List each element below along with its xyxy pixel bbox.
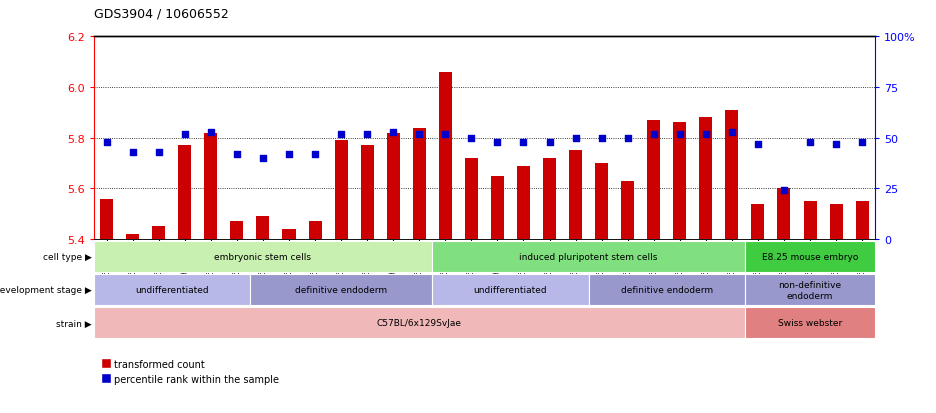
Bar xyxy=(153,227,166,240)
Bar xyxy=(465,159,478,240)
Text: definitive endoderm: definitive endoderm xyxy=(295,286,388,294)
Bar xyxy=(439,73,452,240)
Bar xyxy=(250,275,432,306)
Bar xyxy=(256,217,270,240)
Point xyxy=(386,129,401,135)
Point xyxy=(125,149,140,156)
Point xyxy=(568,135,583,142)
Bar xyxy=(432,275,589,306)
Text: cell type ▶: cell type ▶ xyxy=(43,253,92,261)
Bar xyxy=(413,128,426,240)
Text: embryonic stem cells: embryonic stem cells xyxy=(214,253,312,261)
Bar xyxy=(490,176,504,240)
Bar xyxy=(856,202,869,240)
Point xyxy=(802,139,817,146)
Bar xyxy=(283,230,296,240)
Text: definitive endoderm: definitive endoderm xyxy=(621,286,713,294)
Bar xyxy=(589,275,745,306)
Bar xyxy=(360,146,373,240)
Bar xyxy=(94,242,432,273)
Bar xyxy=(543,159,556,240)
Bar xyxy=(309,222,322,240)
Point xyxy=(359,131,374,138)
Bar xyxy=(673,123,686,240)
Bar xyxy=(595,164,608,240)
Point xyxy=(698,131,713,138)
Point xyxy=(490,139,505,146)
Bar xyxy=(432,242,745,273)
Bar xyxy=(745,275,875,306)
Bar xyxy=(725,111,739,240)
Text: non-definitive
endoderm: non-definitive endoderm xyxy=(779,280,841,300)
Bar xyxy=(699,118,712,240)
Point xyxy=(412,131,427,138)
Text: Swiss webster: Swiss webster xyxy=(778,319,842,328)
Bar xyxy=(387,133,400,240)
Bar xyxy=(803,202,816,240)
Bar xyxy=(204,133,217,240)
Text: E8.25 mouse embryo: E8.25 mouse embryo xyxy=(762,253,858,261)
Text: GDS3904 / 10606552: GDS3904 / 10606552 xyxy=(94,8,228,21)
Bar xyxy=(178,146,191,240)
Point xyxy=(256,155,271,162)
Text: induced pluripotent stem cells: induced pluripotent stem cells xyxy=(519,253,658,261)
Bar xyxy=(94,275,250,306)
Point xyxy=(751,141,766,148)
Text: undifferentiated: undifferentiated xyxy=(474,286,548,294)
Bar xyxy=(334,141,347,240)
Point xyxy=(855,139,870,146)
Bar xyxy=(778,189,791,240)
Point xyxy=(333,131,348,138)
Bar xyxy=(230,222,243,240)
Bar xyxy=(517,166,530,240)
Point xyxy=(777,188,792,194)
Point xyxy=(438,131,453,138)
Text: development stage ▶: development stage ▶ xyxy=(0,286,92,294)
Legend: transformed count, percentile rank within the sample: transformed count, percentile rank withi… xyxy=(98,355,283,387)
Bar xyxy=(126,235,139,240)
Bar xyxy=(94,308,745,339)
Point xyxy=(828,141,843,148)
Bar xyxy=(647,121,660,240)
Text: undifferentiated: undifferentiated xyxy=(135,286,209,294)
Point xyxy=(308,151,323,158)
Point xyxy=(152,149,167,156)
Point xyxy=(621,135,636,142)
Point xyxy=(672,131,687,138)
Point xyxy=(542,139,557,146)
Bar xyxy=(829,204,842,240)
Bar xyxy=(569,151,582,240)
Point xyxy=(464,135,479,142)
Point xyxy=(516,139,531,146)
Point xyxy=(594,135,609,142)
Text: C57BL/6x129SvJae: C57BL/6x129SvJae xyxy=(377,319,461,328)
Text: strain ▶: strain ▶ xyxy=(56,319,92,328)
Point xyxy=(229,151,244,158)
Bar xyxy=(745,242,875,273)
Point xyxy=(724,129,739,135)
Point xyxy=(99,139,114,146)
Bar xyxy=(745,308,875,339)
Point xyxy=(203,129,218,135)
Point xyxy=(177,131,192,138)
Bar xyxy=(100,199,113,240)
Point xyxy=(646,131,661,138)
Bar xyxy=(622,181,635,240)
Point xyxy=(282,151,297,158)
Bar xyxy=(752,204,765,240)
